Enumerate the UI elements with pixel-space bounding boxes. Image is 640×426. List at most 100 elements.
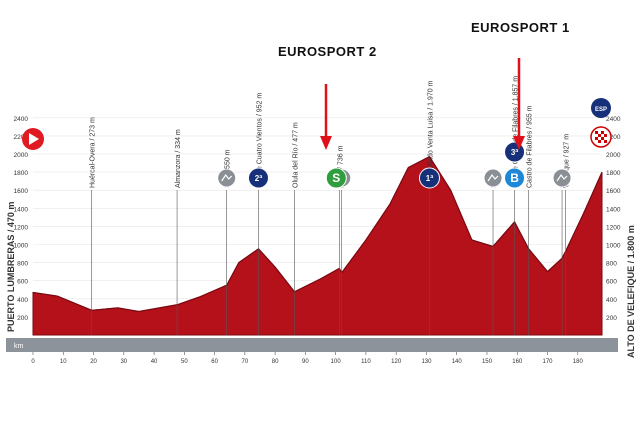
altitude-tick-right: 400 xyxy=(606,297,617,304)
cat2-badge-text: 2ª xyxy=(255,174,262,183)
altitude-tick-left: 2400 xyxy=(14,116,29,123)
distance-tick-label: 20 xyxy=(90,359,97,365)
profile-edge xyxy=(583,171,603,214)
profile-edge xyxy=(471,239,494,248)
altitude-tick-right: 2200 xyxy=(606,134,621,141)
altitude-tick-left: 2200 xyxy=(14,134,29,141)
altitude-tick-right: 1800 xyxy=(606,170,621,177)
checker-cell xyxy=(598,140,601,143)
cat1-badge xyxy=(418,167,440,189)
altitude-axis: 2400 2400 2200 2200 2000 2000 1800 1800 1600 1600… xyxy=(14,116,621,322)
distance-tick-label: 40 xyxy=(151,359,158,365)
waypoint-name: Tíjola / 736 m xyxy=(337,145,344,188)
profile-edge xyxy=(176,296,200,306)
waypoint-name: Alto Collado Venta Luisa / 1.970 m xyxy=(427,80,434,188)
esp-label: ESP xyxy=(595,107,607,113)
profile-edge xyxy=(32,291,58,297)
distance-tick-label: 150 xyxy=(482,359,493,365)
distance-tick-label: 80 xyxy=(272,359,279,365)
distance-tick-label: 90 xyxy=(302,359,309,365)
distance-bar-bg xyxy=(6,338,618,352)
altitude-tick-left: 1000 xyxy=(14,243,29,250)
distance-tick-label: 0 xyxy=(31,359,35,365)
altitude-tick-right: 2400 xyxy=(606,116,621,123)
profile-edge xyxy=(338,268,343,274)
checker-cell xyxy=(598,134,601,137)
distance-tick-label: 60 xyxy=(211,359,218,365)
profile-edge xyxy=(258,248,276,268)
distance-tick-label: 10 xyxy=(60,359,67,365)
waypoint-name: Alto de Cuatro Vientos / 952 m xyxy=(256,93,263,188)
checker-cell xyxy=(595,137,598,140)
distance-tick-label: 130 xyxy=(421,359,432,365)
altitude-tick-left: 400 xyxy=(17,297,28,304)
profile-edge xyxy=(513,221,529,249)
distance-bar: km xyxy=(6,338,618,352)
waypoint-name: Castro de Filabres / 955 m xyxy=(526,105,533,188)
profile-edge xyxy=(341,239,367,274)
checker-cell xyxy=(604,134,607,137)
profile-edge xyxy=(527,248,548,273)
category-badges: 2ª S 1ª B 3ª ESP xyxy=(22,98,612,189)
profile-edge xyxy=(565,212,585,252)
profile-edge xyxy=(56,295,92,311)
cat1-badge-text: 1ª xyxy=(426,174,433,183)
altitude-tick-left: 800 xyxy=(17,261,28,268)
finish-label: ALTO DE VELEFIQUE / 1.800 m xyxy=(626,225,636,358)
distance-tick-label: 100 xyxy=(331,359,342,365)
distance-tick-label: 110 xyxy=(361,359,371,365)
profile-edge xyxy=(294,278,321,293)
distance-tick-label: 50 xyxy=(181,359,188,365)
altitude-tick-left: 600 xyxy=(17,279,28,286)
profile-edge xyxy=(117,307,140,313)
bonus-badge-text: B xyxy=(510,171,519,185)
waypoint-name: Olula del Río / 477 m xyxy=(292,122,299,188)
checker-cell xyxy=(595,131,598,134)
intermediate-badge xyxy=(483,168,503,188)
distance-axis: 0 10 20 30 40 50 60 70 80 90 100 110 120 130 140 150 160… xyxy=(31,352,583,365)
profile-edge xyxy=(408,156,430,169)
distance-tick-label: 180 xyxy=(573,359,584,365)
mountain-icon xyxy=(221,173,233,182)
altitude-tick-left: 1600 xyxy=(14,188,29,195)
profile-edge xyxy=(450,189,473,241)
intermediate-badge xyxy=(217,168,237,188)
checker-cell xyxy=(604,140,607,143)
distance-tick-label: 170 xyxy=(543,359,554,365)
waypoint-name: Velefique / 927 m xyxy=(564,134,571,188)
distance-tick-label: 70 xyxy=(242,359,249,365)
profile-edge xyxy=(561,250,567,259)
bonus-badge xyxy=(504,167,526,189)
altitude-tick-left: 200 xyxy=(17,315,28,322)
altitude-tick-left: 2000 xyxy=(14,152,29,159)
profile-edge xyxy=(238,248,259,264)
intermediate-badge xyxy=(552,168,572,188)
cat3-badge-text: 3ª xyxy=(511,148,518,157)
altitude-tick-left: 1800 xyxy=(14,170,29,177)
altitude-tick-right: 1400 xyxy=(606,206,621,213)
profile-edge xyxy=(274,266,295,293)
distance-tick-label: 140 xyxy=(452,359,463,365)
distance-tick-label: 30 xyxy=(120,359,127,365)
profile-edge xyxy=(389,167,409,205)
elevation-profile xyxy=(32,156,603,336)
altitude-tick-right: 1200 xyxy=(606,224,621,231)
distance-tick-label: 160 xyxy=(512,359,523,365)
play-icon xyxy=(29,133,39,145)
profile-edge xyxy=(492,221,515,247)
mountain-icon xyxy=(556,173,568,182)
checker-cell xyxy=(601,131,604,134)
eurosport1-arrow xyxy=(513,58,525,150)
altitude-tick-right: 800 xyxy=(606,261,617,268)
altitude-tick-left: 1400 xyxy=(14,206,29,213)
distance-unit-label: km xyxy=(14,343,24,350)
esp-icon xyxy=(591,98,611,118)
checker-cell xyxy=(601,137,604,140)
cat2-badge xyxy=(247,167,269,189)
profile-edge xyxy=(138,304,178,313)
altitude-tick-right: 2000 xyxy=(606,152,621,159)
altitude-tick-right: 600 xyxy=(606,279,617,286)
altitude-tick-right: 1600 xyxy=(606,188,621,195)
sprint-badge-text: S xyxy=(332,171,340,185)
